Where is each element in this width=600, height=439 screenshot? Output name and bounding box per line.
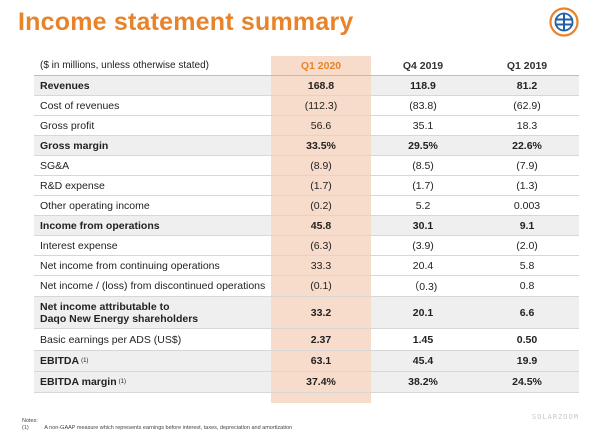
cell-q1-2019: (7.9): [516, 159, 538, 172]
row-label-line-2: Daqo New Energy shareholders: [40, 312, 199, 325]
table-row-gross-margin: Gross margin 33.5% 29.5% 22.6%: [34, 136, 579, 156]
cell-q4-2019: 35.1: [412, 119, 434, 132]
cell-q1-2019: 19.9: [475, 351, 579, 371]
cell-q4-2019: 5.2: [415, 199, 431, 212]
cell-q4-2019: (83.8): [409, 99, 437, 112]
row-label: Net income from continuing operations: [40, 259, 220, 272]
row-label: Interest expense: [40, 239, 118, 252]
row-label: Gross margin: [34, 136, 271, 155]
cell-q1-2020: 33.2: [310, 306, 332, 319]
table-row-ebitda-margin: EBITDA margin (1) 37.4% 38.2% 24.5%: [34, 372, 579, 393]
income-statement-table: ($ in millions, unless otherwise stated)…: [34, 56, 579, 403]
table-row-income-from-operations: Income from operations 45.8 30.1 9.1: [34, 216, 579, 236]
table-row-revenues: Revenues 168.8 118.9 81.2: [34, 76, 579, 96]
cell-q1-2019: 81.2: [475, 76, 579, 95]
cell-q4-2019: （0.3): [408, 280, 438, 293]
cell-q4-2019: 38.2%: [371, 372, 475, 392]
cell-q1-2019: (62.9): [513, 99, 541, 112]
cell-q1-2019: 0.50: [516, 333, 538, 346]
table-row-basic-eps: Basic earnings per ADS (US$) 2.37 1.45 0…: [34, 329, 579, 351]
row-label: Basic earnings per ADS (US$): [40, 333, 182, 346]
cell-q1-2019: 0.003: [513, 199, 541, 212]
table-row-sga: SG&A (8.9) (8.5) (7.9): [34, 156, 579, 176]
footnotes: Notes: (1) A non-GAAP measure which repr…: [22, 418, 292, 432]
row-label-text: EBITDA: [40, 355, 80, 367]
cell-q4-2019: 30.1: [371, 216, 475, 235]
row-label-line-1: Net income attributable to: [40, 300, 170, 313]
cell-q1-2020: (0.2): [310, 199, 332, 212]
row-label: Cost of revenues: [40, 99, 120, 112]
header-q1-2020: Q1 2020: [300, 59, 342, 72]
row-label-text: EBITDA margin: [40, 376, 117, 388]
row-label: Net income attributable to Daqo New Ener…: [34, 297, 271, 328]
cell-q1-2020: 168.8: [307, 79, 335, 92]
cell-q1-2020: (8.9): [310, 159, 332, 172]
cell-q1-2019: 5.8: [519, 259, 535, 272]
cell-q1-2020: 63.1: [310, 355, 332, 367]
footnote-1-marker: (1): [22, 425, 29, 431]
row-label: SG&A: [40, 159, 70, 172]
table-header-row: ($ in millions, unless otherwise stated)…: [34, 56, 579, 76]
table-row-cost-of-revenues: Cost of revenues (112.3) (83.8) (62.9): [34, 96, 579, 116]
table-row-net-income-discontinued: Net income / (loss) from discontinued op…: [34, 276, 579, 297]
cell-q1-2020: 45.8: [310, 219, 332, 232]
cell-q1-2019: 24.5%: [475, 372, 579, 392]
cell-q1-2020: 56.6: [310, 119, 332, 132]
cell-q1-2020: (0.1): [310, 280, 332, 292]
cell-q4-2019: (8.5): [412, 159, 434, 172]
header-q4-2019: Q4 2019: [402, 59, 444, 72]
cell-q1-2019: 6.6: [475, 297, 579, 328]
table-row-net-income-attributable: Net income attributable to Daqo New Ener…: [34, 297, 579, 329]
watermark: SOLARZOOM: [532, 413, 579, 421]
table-row-net-income-continuing: Net income from continuing operations 33…: [34, 256, 579, 276]
notes-heading: Notes:: [22, 418, 38, 424]
page-title: Income statement summary: [18, 8, 354, 36]
footnote-1: (1) A non-GAAP measure which represents …: [22, 425, 292, 432]
cell-q1-2019: 9.1: [475, 216, 579, 235]
table-row-interest-expense: Interest expense (6.3) (3.9) (2.0): [34, 236, 579, 256]
table-row-ebitda: EBITDA (1) 63.1 45.4 19.9: [34, 351, 579, 372]
cell-q4-2019: 45.4: [371, 351, 475, 371]
cell-q1-2020: (6.3): [310, 239, 332, 252]
footnote-marker: (1): [118, 379, 126, 385]
cell-q1-2020: (112.3): [304, 99, 338, 112]
header-label: ($ in millions, unless otherwise stated): [40, 60, 209, 71]
row-label: Gross profit: [40, 119, 95, 132]
cell-q1-2019: 22.6%: [475, 136, 579, 155]
cell-q1-2019: (1.3): [516, 179, 538, 192]
row-label: Other operating income: [40, 199, 150, 212]
cell-q4-2019: (1.7): [412, 179, 434, 192]
cell-q4-2019: 29.5%: [371, 136, 475, 155]
cell-q4-2019: 118.9: [371, 76, 475, 95]
cell-q1-2020: 2.37: [310, 333, 332, 346]
table-row-gross-profit: Gross profit 56.6 35.1 18.3: [34, 116, 579, 136]
cell-q4-2019: 20.4: [412, 259, 434, 272]
cell-q1-2019: 18.3: [516, 119, 538, 132]
cell-q4-2019: (3.9): [412, 239, 434, 252]
row-label: R&D expense: [40, 179, 105, 192]
cell-q1-2020: 33.5%: [306, 139, 336, 152]
cell-q1-2019: 0.8: [519, 280, 535, 292]
row-label: Revenues: [34, 76, 271, 95]
table-row-other-operating-income: Other operating income (0.2) 5.2 0.003: [34, 196, 579, 216]
cell-q4-2019: 1.45: [412, 333, 434, 346]
cell-q1-2020: (1.7): [310, 179, 332, 192]
header-q1-2019: Q1 2019: [506, 59, 548, 72]
cell-q1-2020: 37.4%: [306, 376, 336, 388]
row-label: EBITDA (1): [34, 351, 271, 371]
q1-2020-column-highlight: [271, 56, 371, 403]
cell-q1-2020: 33.3: [310, 259, 332, 272]
table-row-rd-expense: R&D expense (1.7) (1.7) (1.3): [34, 176, 579, 196]
footnote-marker: (1): [81, 358, 89, 364]
sun-globe-logo-icon: [549, 7, 579, 37]
footnote-1-text: A non-GAAP measure which represents earn…: [44, 425, 293, 431]
row-label: Income from operations: [34, 216, 271, 235]
row-label: Net income / (loss) from discontinued op…: [40, 280, 266, 292]
row-label: EBITDA margin (1): [34, 372, 271, 392]
cell-q4-2019: 20.1: [371, 297, 475, 328]
cell-q1-2019: (2.0): [516, 239, 538, 252]
